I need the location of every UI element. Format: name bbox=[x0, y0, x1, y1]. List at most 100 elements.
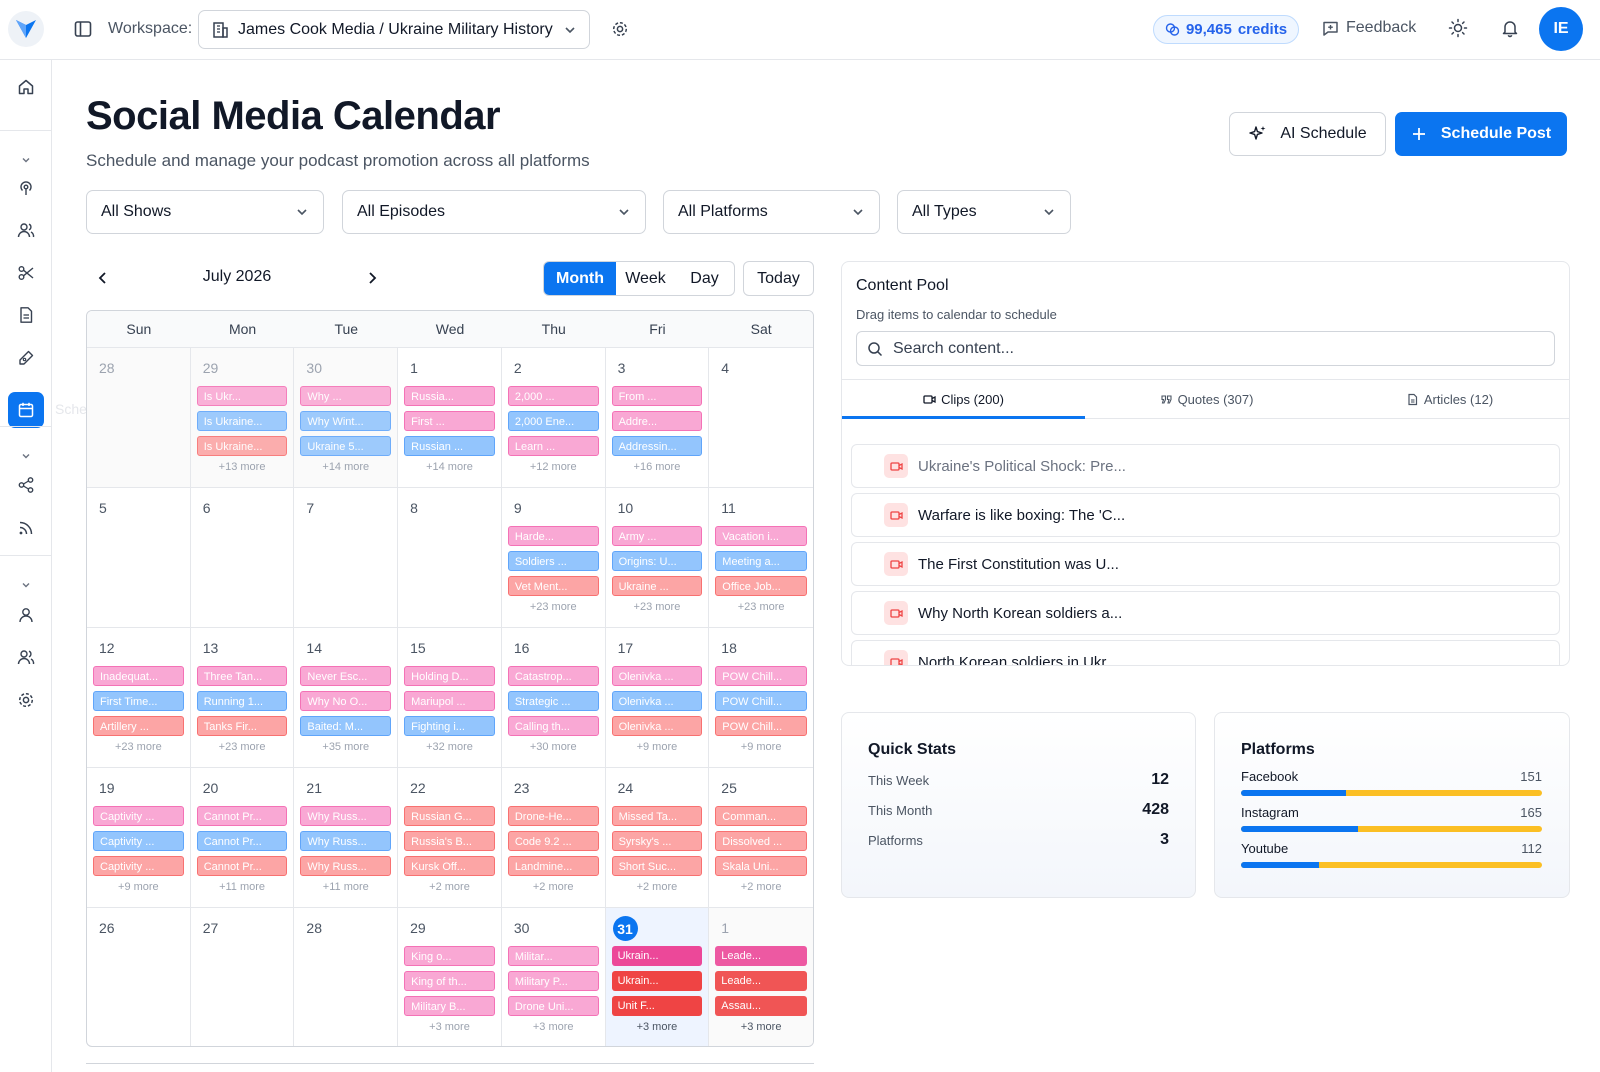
tab-articles[interactable]: Articles (12) bbox=[1328, 380, 1569, 418]
team-icon[interactable] bbox=[16, 647, 36, 667]
calendar-day-cell[interactable]: 10 Army ... Origins: U... Ukraine ... +23 mo… bbox=[605, 488, 710, 628]
calendar-event-chip[interactable]: Learn ... bbox=[507, 436, 599, 456]
calendar-event-chip[interactable]: Army ... bbox=[611, 526, 703, 546]
calendar-event-chip[interactable]: Three Tan... bbox=[196, 666, 288, 686]
tab-quotes[interactable]: Quotes (307) bbox=[1085, 380, 1328, 418]
calendar-event-chip[interactable]: Is Ukraine... bbox=[196, 411, 288, 431]
calendar-day-cell[interactable]: 14 Never Esc... Why No O... Baited: M... +35… bbox=[294, 628, 399, 768]
calendar-event-chip[interactable]: Militar... bbox=[507, 946, 599, 966]
calendar-event-chip[interactable]: Russian ... bbox=[404, 436, 495, 456]
section-collapse-chevron-icon[interactable] bbox=[16, 446, 36, 466]
feedback-button[interactable]: Feedback bbox=[1322, 19, 1416, 37]
workspace-settings-icon[interactable] bbox=[611, 20, 629, 38]
more-events-link[interactable]: +2 more bbox=[532, 881, 574, 893]
today-button[interactable]: Today bbox=[743, 261, 814, 296]
calendar-event-chip[interactable]: Vet Ment... bbox=[507, 576, 599, 596]
clip-item[interactable]: Ukraine's Political Shock: Pre... bbox=[851, 444, 1560, 488]
calendar-event-chip[interactable]: Military B... bbox=[404, 996, 495, 1016]
more-events-link[interactable]: +2 more bbox=[636, 881, 678, 893]
filter-platforms[interactable]: All Platforms bbox=[663, 190, 880, 234]
calendar-event-chip[interactable]: Drone-He... bbox=[507, 806, 599, 826]
filter-types[interactable]: All Types bbox=[897, 190, 1071, 234]
calendar-event-chip[interactable]: Syrsky's ... bbox=[611, 831, 703, 851]
calendar-event-chip[interactable]: Captivity ... bbox=[93, 856, 184, 876]
calendar-event-chip[interactable]: Soldiers ... bbox=[507, 551, 599, 571]
calendar-day-cell[interactable]: 29 Is Ukr... Is Ukraine... Is Ukraine... +13… bbox=[190, 348, 295, 488]
calendar-day-cell[interactable]: 8 bbox=[398, 488, 502, 628]
notifications-bell-icon[interactable] bbox=[1500, 18, 1520, 38]
calendar-event-chip[interactable]: Olenivka ... bbox=[611, 691, 703, 711]
more-events-link[interactable]: +23 more bbox=[633, 601, 681, 613]
calendar-event-chip[interactable]: Holding D... bbox=[404, 666, 495, 686]
calendar-event-chip[interactable]: 2,000 Ene... bbox=[507, 411, 599, 431]
clip-item[interactable]: North Korean soldiers in Ukr... bbox=[851, 640, 1560, 665]
calendar-event-chip[interactable]: Why Russ... bbox=[300, 856, 392, 876]
user-icon[interactable] bbox=[16, 605, 36, 625]
clip-item[interactable]: The First Constitution was U... bbox=[851, 542, 1560, 586]
calendar-event-chip[interactable]: Vacation i... bbox=[715, 526, 807, 546]
calendar-day-cell[interactable]: 15 Holding D... Mariupol ... Fighting i... +… bbox=[398, 628, 502, 768]
calendar-event-chip[interactable]: Tanks Fir... bbox=[196, 716, 288, 736]
calendar-event-chip[interactable]: Drone Uni... bbox=[507, 996, 599, 1016]
calendar-event-chip[interactable]: Captivity ... bbox=[93, 806, 184, 826]
users-icon[interactable] bbox=[16, 220, 36, 240]
calendar-event-chip[interactable]: Olenivka ... bbox=[611, 716, 703, 736]
calendar-event-chip[interactable]: POW Chill... bbox=[715, 666, 807, 686]
calendar-day-cell[interactable]: 5 bbox=[87, 488, 191, 628]
calendar-day-cell[interactable]: 22 Russian G... Russia's B... Kursk Off... +… bbox=[398, 768, 502, 908]
section-collapse-chevron-icon[interactable] bbox=[16, 150, 36, 170]
podcast-icon[interactable] bbox=[16, 178, 36, 198]
calendar-day-cell[interactable]: 17 Olenivka ... Olenivka ... Olenivka ... +9… bbox=[605, 628, 710, 768]
calendar-day-cell[interactable]: 16 Catastrop... Strategic ... Calling th...… bbox=[501, 628, 606, 768]
calendar-event-chip[interactable]: Baited: M... bbox=[300, 716, 392, 736]
calendar-event-chip[interactable]: Ukraine ... bbox=[611, 576, 703, 596]
calendar-day-cell[interactable]: 28 bbox=[87, 348, 191, 488]
calendar-event-chip[interactable]: King o... bbox=[404, 946, 495, 966]
settings-icon[interactable] bbox=[16, 690, 36, 710]
calendar-event-chip[interactable]: Harde... bbox=[507, 526, 599, 546]
calendar-day-cell[interactable]: 4 bbox=[709, 348, 813, 488]
view-day-button[interactable]: Day bbox=[690, 269, 719, 287]
calendar-event-chip[interactable]: Is Ukr... bbox=[196, 386, 288, 406]
more-events-link[interactable]: +2 more bbox=[429, 881, 470, 893]
calendar-event-chip[interactable]: Missed Ta... bbox=[611, 806, 703, 826]
calendar-event-chip[interactable]: Cannot Pr... bbox=[196, 806, 288, 826]
calendar-event-chip[interactable]: Mariupol ... bbox=[404, 691, 495, 711]
home-icon[interactable] bbox=[16, 77, 36, 97]
content-search-input[interactable]: Search content... bbox=[856, 331, 1555, 366]
calendar-event-chip[interactable]: Meeting a... bbox=[715, 551, 807, 571]
more-events-link[interactable]: +13 more bbox=[218, 461, 266, 473]
calendar-event-chip[interactable]: Never Esc... bbox=[300, 666, 392, 686]
calendar-day-cell[interactable]: 2 2,000 ... 2,000 Ene... Learn ... +12 more bbox=[501, 348, 606, 488]
calendar-day-cell[interactable]: 31 Ukrain... Ukrain... Unit F... +3 more bbox=[605, 908, 710, 1046]
calendar-event-chip[interactable]: Why ... bbox=[300, 386, 392, 406]
more-events-link[interactable]: +23 more bbox=[114, 741, 162, 753]
calendar-event-chip[interactable]: Unit F... bbox=[611, 996, 703, 1016]
more-events-link[interactable]: +32 more bbox=[426, 741, 473, 753]
calendar-event-chip[interactable]: Ukraine 5... bbox=[300, 436, 392, 456]
clip-item[interactable]: Why North Korean soldiers a... bbox=[851, 591, 1560, 635]
app-logo[interactable] bbox=[8, 11, 44, 47]
sidebar-toggle-icon[interactable] bbox=[74, 20, 92, 38]
more-events-link[interactable]: +14 more bbox=[322, 461, 370, 473]
workspace-select[interactable]: James Cook Media / Ukraine Military Hist… bbox=[198, 10, 590, 49]
more-events-link[interactable]: +9 more bbox=[636, 741, 678, 753]
calendar-day-cell[interactable]: 7 bbox=[294, 488, 399, 628]
calendar-event-chip[interactable]: Comman... bbox=[715, 806, 807, 826]
calendar-event-chip[interactable]: Landmine... bbox=[507, 856, 599, 876]
calendar-day-cell[interactable]: 30 Militar... Military P... Drone Uni... +3 … bbox=[502, 908, 606, 1046]
calendar-day-cell[interactable]: 24 Missed Ta... Syrsky's ... Short Suc... +2… bbox=[605, 768, 710, 908]
more-events-link[interactable]: +23 more bbox=[218, 741, 266, 753]
calendar-day-cell[interactable]: 1 Leade... Leade... Assau... +3 more bbox=[709, 908, 813, 1046]
calendar-day-cell[interactable]: 12 Inadequat... First Time... Artillery ...… bbox=[87, 628, 191, 768]
calendar-event-chip[interactable]: Office Job... bbox=[715, 576, 807, 596]
calendar-event-chip[interactable]: Russian G... bbox=[404, 806, 495, 826]
calendar-event-chip[interactable]: Leade... bbox=[715, 946, 807, 966]
calendar-event-chip[interactable]: Strategic ... bbox=[507, 691, 599, 711]
ai-schedule-button[interactable]: AI Schedule bbox=[1229, 112, 1386, 156]
calendar-event-chip[interactable]: POW Chill... bbox=[715, 691, 807, 711]
calendar-event-chip[interactable]: Captivity ... bbox=[93, 831, 184, 851]
filter-shows[interactable]: All Shows bbox=[86, 190, 324, 234]
calendar-event-chip[interactable]: Skala Uni... bbox=[715, 856, 807, 876]
calendar-event-chip[interactable]: Kursk Off... bbox=[404, 856, 495, 876]
